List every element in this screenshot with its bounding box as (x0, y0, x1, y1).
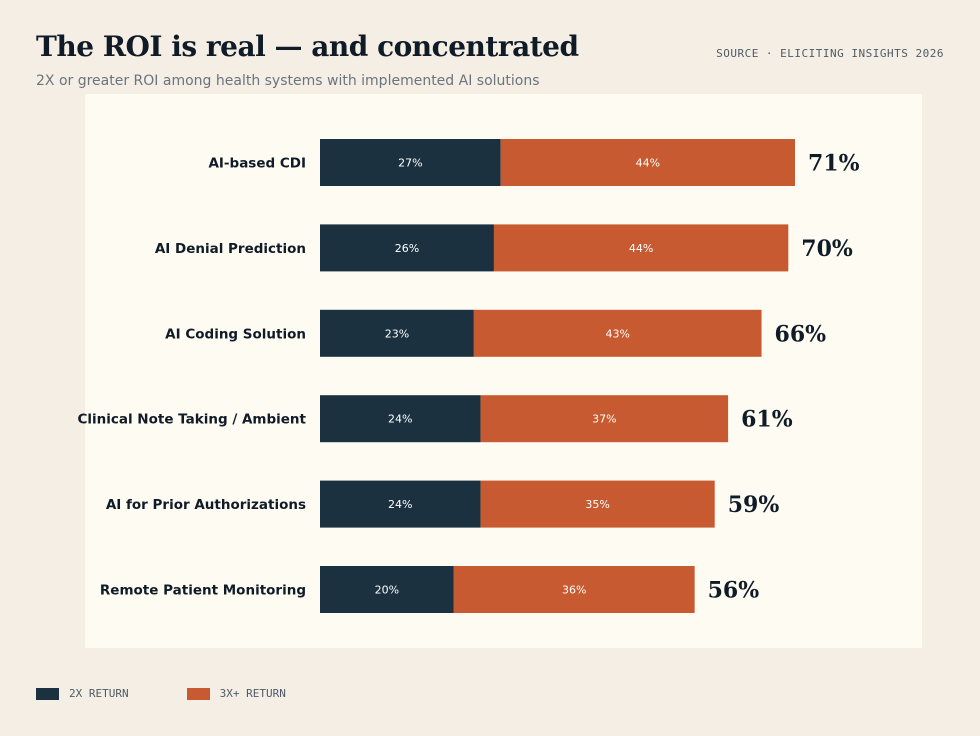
segment-label: 24% (388, 413, 412, 426)
bar-segment-3x (493, 224, 789, 272)
legend: 2X RETURN 3X+ RETURN (36, 687, 286, 700)
total-label: 56% (708, 578, 760, 604)
chart-subtitle: 2X or greater ROI among health systems w… (36, 73, 540, 89)
bar-segment-2x (320, 224, 494, 272)
segment-label: 43% (605, 327, 629, 340)
category-label: Clinical Note Taking / Ambient (77, 412, 306, 428)
segment-label: 24% (388, 498, 412, 511)
category-label: AI Denial Prediction (155, 241, 306, 257)
bar-segment-3x (453, 566, 695, 613)
segment-label: 36% (562, 584, 586, 597)
total-label: 59% (728, 492, 780, 518)
category-label: AI for Prior Authorizations (106, 497, 306, 513)
segment-label: 37% (592, 413, 616, 426)
segment-label: 23% (385, 327, 409, 340)
total-label: 70% (801, 236, 853, 262)
source-note: SOURCE · ELICITING INSIGHTS 2026 (716, 47, 944, 60)
bar-segment-2x (320, 395, 481, 443)
segment-label: 26% (395, 242, 419, 255)
chart-panel (85, 94, 922, 648)
bar-segment-3x (473, 309, 762, 357)
bar-segment-3x (480, 480, 715, 528)
segment-label: 27% (398, 157, 422, 170)
legend-swatch-3x (186, 687, 210, 700)
segment-label: 35% (585, 498, 609, 511)
legend-label-3x: 3X+ RETURN (219, 687, 286, 700)
legend-item-2x: 2X RETURN (36, 687, 129, 700)
legend-item-3x: 3X+ RETURN (186, 687, 286, 700)
segment-label: 44% (636, 157, 660, 170)
total-label: 71% (808, 151, 860, 177)
total-label: 61% (741, 407, 793, 433)
bar-segment-3x (480, 395, 729, 443)
total-label: 66% (775, 321, 827, 347)
legend-swatch-2x (36, 687, 59, 700)
category-label: AI-based CDI (208, 156, 306, 172)
legend-label-2x: 2X RETURN (69, 687, 129, 700)
bar-segment-2x (320, 309, 474, 357)
bar-segment-2x (320, 480, 481, 528)
chart-title: The ROI is real — and concentrated (36, 30, 579, 63)
bar-segment-3x (500, 139, 795, 186)
bar-segment-2x (320, 139, 501, 186)
bar-segment-2x (320, 566, 454, 613)
category-label: Remote Patient Monitoring (100, 583, 306, 599)
segment-label: 44% (629, 242, 653, 255)
segment-label: 20% (375, 584, 399, 597)
category-label: AI Coding Solution (165, 326, 306, 342)
